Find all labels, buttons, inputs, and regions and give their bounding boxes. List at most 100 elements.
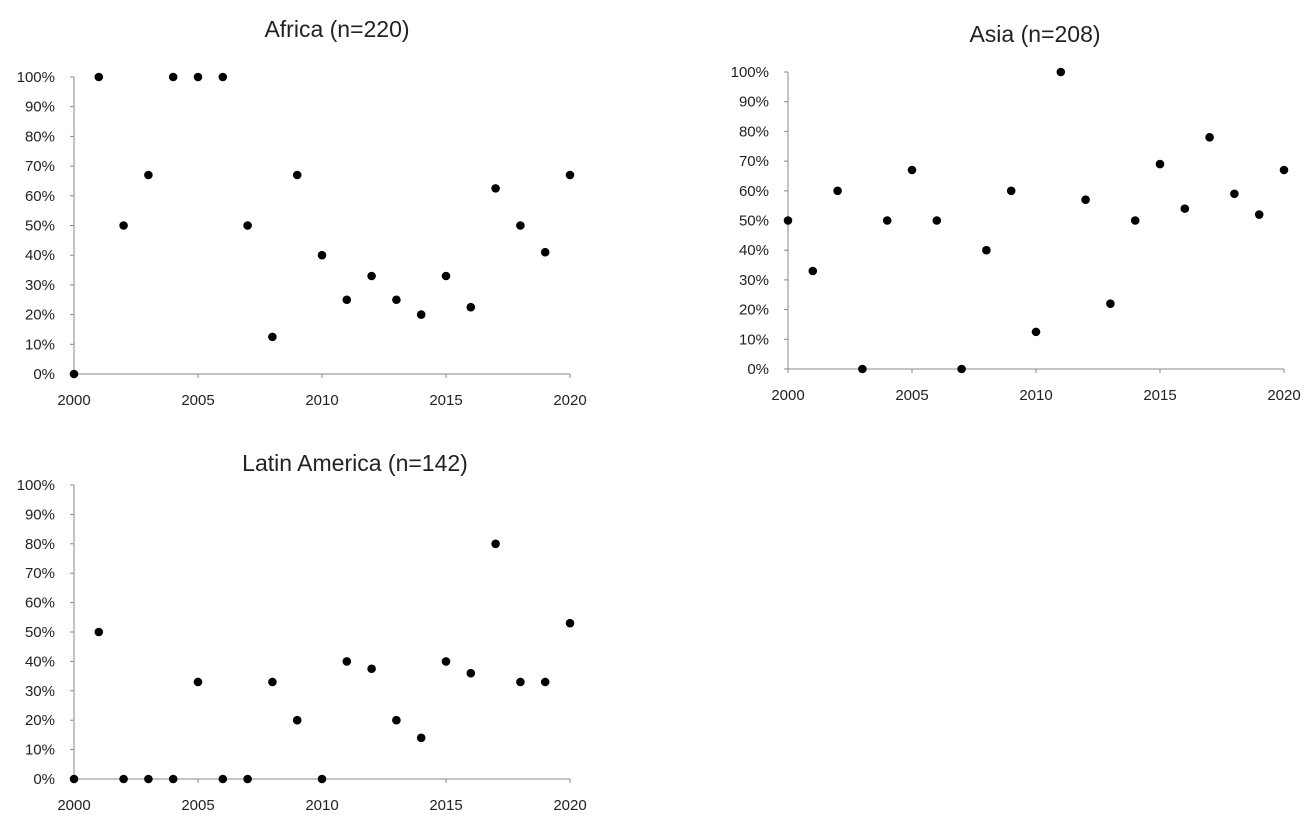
data-point xyxy=(317,774,327,784)
data-point xyxy=(94,627,104,637)
y-tick-label: 100% xyxy=(731,64,769,81)
y-tick-label: 0% xyxy=(747,361,769,378)
data-point xyxy=(292,715,302,725)
y-tick-label: 0% xyxy=(33,366,55,383)
data-point xyxy=(218,72,228,82)
data-point xyxy=(957,364,966,374)
x-tick-label: 2015 xyxy=(429,797,462,814)
y-tick-label: 0% xyxy=(33,771,55,788)
data-point xyxy=(317,250,327,260)
data-point xyxy=(94,72,104,82)
data-point xyxy=(69,774,79,784)
data-point xyxy=(833,186,842,196)
data-point xyxy=(367,664,376,674)
data-point xyxy=(565,618,575,628)
y-tick-label: 40% xyxy=(25,653,55,670)
data-point xyxy=(1081,195,1090,205)
data-point xyxy=(342,295,352,305)
data-point xyxy=(243,774,252,784)
x-axis-ticks: 2000 2005 2010 2015 2020 xyxy=(771,369,1301,404)
y-tick-label: 30% xyxy=(25,683,55,700)
y-tick-label: 40% xyxy=(739,242,769,259)
data-point xyxy=(292,170,302,180)
y-tick-label: 60% xyxy=(25,188,55,205)
x-tick-label: 2010 xyxy=(305,392,338,409)
x-tick-label: 2000 xyxy=(771,387,804,404)
x-tick-label: 2015 xyxy=(1143,387,1176,404)
y-axis-ticks: 0% 10% 20% 30% 40% 50% 60% 70% 80% 90% 100% xyxy=(731,64,788,378)
data-point xyxy=(466,302,476,312)
x-tick-label: 2000 xyxy=(57,392,90,409)
x-tick-label: 2005 xyxy=(895,387,928,404)
y-tick-label: 80% xyxy=(25,536,55,553)
data-point xyxy=(193,677,203,687)
y-tick-label: 90% xyxy=(739,94,769,111)
chart-asia: Asia (n=208) 0% 10% 20% 30% 40% 50% 60% 70% 80% 9… xyxy=(731,21,1301,404)
data-point xyxy=(1205,133,1214,142)
x-tick-label: 2020 xyxy=(553,797,586,814)
data-point xyxy=(392,715,401,725)
x-tick-label: 2020 xyxy=(1267,387,1300,404)
x-tick-label: 2010 xyxy=(1019,387,1052,404)
data-points xyxy=(783,67,1289,374)
data-point xyxy=(416,310,426,319)
data-point xyxy=(540,677,550,687)
y-tick-label: 20% xyxy=(25,307,55,324)
y-tick-label: 10% xyxy=(739,331,769,348)
data-point xyxy=(516,221,525,230)
y-tick-label: 20% xyxy=(739,302,769,319)
data-points xyxy=(69,72,575,379)
y-tick-label: 50% xyxy=(739,213,769,230)
y-tick-label: 100% xyxy=(17,477,55,494)
data-point xyxy=(1230,189,1239,199)
y-tick-label: 40% xyxy=(25,247,55,264)
x-tick-label: 2020 xyxy=(553,392,586,409)
y-tick-label: 100% xyxy=(17,69,55,86)
chart-title: Latin America (n=142) xyxy=(242,450,468,476)
y-tick-label: 50% xyxy=(25,218,55,235)
y-axis-ticks: 0% 10% 20% 30% 40% 50% 60% 70% 80% 90% 100% xyxy=(17,477,74,788)
data-point xyxy=(1279,165,1289,175)
data-point xyxy=(1155,159,1165,169)
x-axis-ticks: 2000 2005 2010 2015 2020 xyxy=(57,374,587,409)
data-point xyxy=(565,170,575,180)
data-point xyxy=(367,271,376,281)
data-point xyxy=(144,170,153,180)
chart-title: Africa (n=220) xyxy=(264,16,409,42)
x-tick-label: 2005 xyxy=(181,797,214,814)
data-point xyxy=(982,245,991,255)
y-tick-label: 10% xyxy=(25,742,55,759)
data-point xyxy=(1056,67,1066,77)
y-axis-ticks: 0% 10% 20% 30% 40% 50% 60% 70% 80% 90% 100% xyxy=(17,69,74,383)
y-tick-label: 10% xyxy=(25,336,55,353)
chart-africa: Africa (n=220) 0% 10% 20% 30% 40% 50% 60% 70% 80… xyxy=(17,16,587,409)
y-tick-label: 80% xyxy=(739,123,769,140)
data-point xyxy=(1180,204,1190,213)
data-point xyxy=(491,539,500,549)
data-point xyxy=(516,677,525,687)
data-point xyxy=(808,266,818,276)
data-point xyxy=(1031,327,1041,337)
y-tick-label: 50% xyxy=(25,624,55,641)
data-point xyxy=(882,216,892,225)
chart-latin-america: Latin America (n=142) 0% 10% 20% 30% 40% 50% 6… xyxy=(17,450,587,814)
data-point xyxy=(858,364,867,374)
y-tick-label: 90% xyxy=(25,506,55,523)
data-point xyxy=(69,369,79,379)
data-point xyxy=(168,774,178,784)
data-point xyxy=(119,221,128,230)
y-tick-label: 70% xyxy=(739,153,769,170)
data-point xyxy=(783,216,793,225)
chart-title: Asia (n=208) xyxy=(969,21,1100,47)
data-point xyxy=(1006,186,1016,196)
data-point xyxy=(932,216,942,225)
y-tick-label: 30% xyxy=(739,272,769,289)
data-point xyxy=(1130,216,1140,225)
y-tick-label: 90% xyxy=(25,99,55,116)
data-point xyxy=(144,774,153,784)
y-tick-label: 60% xyxy=(739,183,769,200)
y-tick-label: 80% xyxy=(25,128,55,145)
data-point xyxy=(441,271,451,281)
data-point xyxy=(243,221,252,230)
